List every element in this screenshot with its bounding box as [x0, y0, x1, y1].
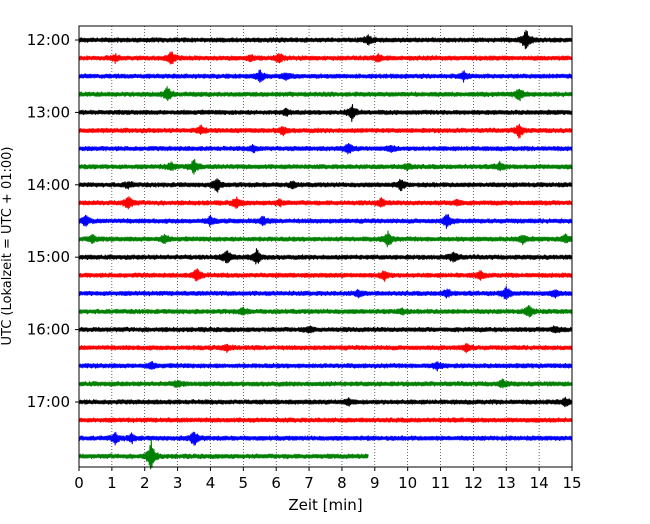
seismic-trace — [78, 230, 573, 248]
seismic-trace — [78, 29, 573, 50]
y-tick-label: 12:00 — [27, 31, 70, 49]
plot-frame — [78, 25, 573, 468]
x-tick-label: 0 — [74, 474, 84, 492]
x-tick-label: 5 — [239, 474, 249, 492]
x-tick-label: 11 — [431, 474, 450, 492]
seismic-trace — [78, 342, 573, 354]
seismic-trace — [78, 431, 573, 446]
y-tick-label: 13:00 — [27, 103, 70, 121]
seismic-trace — [78, 417, 573, 424]
y-tick-label: 17:00 — [27, 393, 70, 411]
seismic-trace — [78, 361, 573, 372]
seismic-trace — [78, 439, 369, 470]
seismic-trace — [78, 69, 573, 83]
seismic-trace — [78, 378, 573, 389]
seismic-trace — [78, 285, 573, 300]
x-tick-label: 13 — [497, 474, 516, 492]
seismic-trace — [78, 196, 573, 210]
seismic-trace — [78, 158, 573, 175]
x-tick-label: 15 — [562, 474, 581, 492]
x-tick-label: 4 — [206, 474, 216, 492]
seismic-trace — [78, 104, 573, 122]
y-tick-label: 14:00 — [27, 176, 70, 194]
x-tick-label: 6 — [271, 474, 281, 492]
x-tick-label: 9 — [370, 474, 380, 492]
x-tick-label: 1 — [107, 474, 117, 492]
seismic-trace — [78, 325, 573, 334]
tick-layer: 0 1 2 3 4 5 6 7 8 9 10 11 12 13 14 1512:0013:0014:0015:… — [27, 31, 582, 492]
seismic-trace — [78, 142, 573, 155]
x-tick-label: 12 — [464, 474, 483, 492]
seismic-trace — [78, 268, 573, 282]
y-axis-label: UTC (Lokalzeit = UTC + 01:00) — [0, 147, 15, 346]
trace-layer — [78, 29, 573, 470]
seismic-trace — [78, 248, 573, 265]
x-tick-label: 8 — [337, 474, 347, 492]
y-tick-label: 16:00 — [27, 321, 70, 339]
x-tick-label: 14 — [530, 474, 549, 492]
seismic-trace — [78, 304, 573, 318]
x-axis-label: Zeit [min] — [288, 496, 362, 514]
x-tick-label: 7 — [304, 474, 314, 492]
seismic-trace — [78, 178, 573, 193]
x-tick-label: 10 — [398, 474, 417, 492]
x-tick-label: 3 — [173, 474, 183, 492]
x-tick-label: 2 — [140, 474, 150, 492]
seismic-trace — [78, 123, 573, 139]
seismic-trace — [78, 214, 573, 229]
seismic-trace — [78, 51, 573, 65]
y-tick-label: 15:00 — [27, 248, 70, 266]
seismic-trace — [78, 86, 573, 102]
seismic-trace — [78, 396, 573, 408]
